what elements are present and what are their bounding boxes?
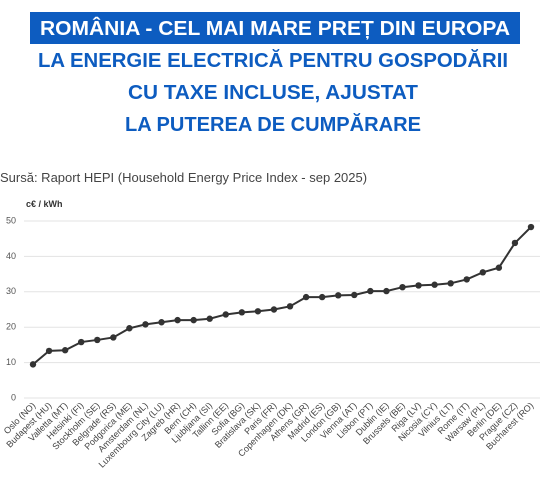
point	[238, 309, 246, 316]
point	[463, 276, 470, 283]
point	[431, 281, 438, 288]
point	[415, 282, 422, 289]
point	[335, 292, 342, 299]
y-tick-label: 20	[6, 322, 16, 332]
point	[190, 316, 197, 324]
point	[45, 347, 53, 355]
point	[94, 336, 101, 344]
point	[142, 321, 149, 328]
point	[206, 315, 213, 322]
point	[367, 287, 374, 295]
y-tick-label: 40	[6, 251, 16, 261]
point	[399, 283, 406, 291]
subtitle: LA ENERGIE ELECTRICĂ PENTRU GOSPODĂRII	[38, 49, 508, 72]
point	[383, 287, 390, 295]
point	[447, 280, 454, 287]
y-tick-label: 10	[6, 357, 16, 367]
point	[286, 303, 294, 310]
point	[479, 269, 487, 276]
y-axis-label: c€ / kWh	[26, 199, 63, 209]
point	[174, 316, 181, 324]
title-band	[30, 12, 520, 44]
point	[126, 325, 133, 332]
point	[61, 347, 69, 354]
point	[495, 264, 503, 271]
source: Sursă: Raport HEPI (Household Energy Pri…	[0, 170, 367, 185]
line	[32, 226, 532, 366]
chart-title: ROMÂNIA - CEL MAI MARE PREȚ DIN EUROPA	[40, 16, 510, 40]
point	[29, 361, 37, 368]
y-tick-label: 50	[6, 215, 16, 225]
y-tick-label: 30	[6, 286, 16, 296]
point	[270, 306, 278, 313]
subtitle: LA PUTEREA DE CUMPĂRARE	[125, 113, 421, 136]
y-tick-label: 0	[11, 392, 16, 402]
point	[77, 338, 85, 346]
point	[302, 293, 310, 301]
subtitle: CU TAXE INCLUSE, AJUSTAT	[128, 82, 418, 104]
point	[110, 334, 117, 341]
point	[351, 291, 358, 299]
point	[222, 311, 229, 318]
point	[527, 223, 535, 231]
point	[158, 319, 165, 326]
point	[254, 308, 262, 315]
point	[511, 239, 519, 247]
point	[318, 293, 326, 301]
